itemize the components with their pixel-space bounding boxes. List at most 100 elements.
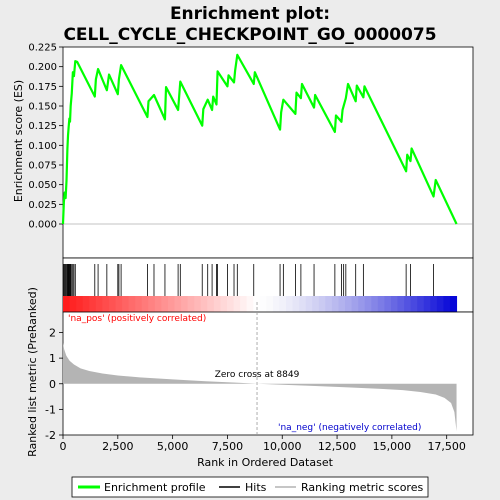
heatmap-segment <box>305 296 313 312</box>
heatmap-segment <box>174 296 182 312</box>
heatmap-segment <box>213 296 221 312</box>
x-tick-label: 0 <box>60 440 67 453</box>
heatmap-segment <box>397 296 405 312</box>
heatmap-segment <box>161 296 169 312</box>
heatmap-segment <box>423 296 431 312</box>
metric-area-path <box>63 342 457 432</box>
heatmap-segment <box>76 296 84 312</box>
legend-item-hits: Hits <box>245 481 267 494</box>
neg-label: 'na_neg' (negatively correlated) <box>278 423 421 433</box>
es-y-axis-label: Enrichment score (ES) <box>12 80 25 202</box>
heatmap-segment <box>449 296 458 312</box>
pos-label: 'na_pos' (positively correlated) <box>68 314 206 324</box>
es-y-axis: 0.000 0.025 0.050 0.075 0.100 0.125 0.150 0.175… <box>28 43 473 231</box>
heatmap-segment <box>410 296 418 312</box>
x-tick-label: 7,500 <box>212 440 244 453</box>
heatmap-segment <box>233 296 241 312</box>
heatmap-segment <box>377 296 385 312</box>
heatmap-segment <box>135 296 143 312</box>
chart-title-line1: Enrichment plot: <box>170 4 330 24</box>
x-tick-label: 2,500 <box>102 440 134 453</box>
heatmap-segment <box>181 296 189 312</box>
heatmap-segment <box>187 296 195 312</box>
x-tick-label: 15,000 <box>373 440 412 453</box>
metric-y-tick-label: 2 <box>49 327 56 340</box>
heatmap-segment <box>443 296 451 312</box>
heatmap-segment <box>364 296 372 312</box>
es-plot-area <box>62 46 474 259</box>
metric-y-tick-label: -2 <box>45 429 56 442</box>
legend-item-profile: Enrichment profile <box>104 481 206 494</box>
heatmap-segment <box>338 296 346 312</box>
heatmap-segment <box>259 296 267 312</box>
heatmap-segment <box>436 296 444 312</box>
es-y-tick-label: 0.150 <box>28 102 57 113</box>
heatmap-segment <box>207 296 215 312</box>
es-y-tick-label: 0.075 <box>28 161 57 172</box>
metric-y-tick-label: 0 <box>49 378 56 391</box>
heatmap-segment <box>128 296 136 312</box>
rank-heatmap-bar <box>63 296 458 312</box>
heatmap-segment <box>102 296 110 312</box>
heatmap-segment <box>122 296 130 312</box>
es-y-tick-label: 0.225 <box>28 43 57 54</box>
heatmap-segment <box>246 296 254 312</box>
es-y-tick-label: 0.200 <box>28 62 57 73</box>
heatmap-segment <box>358 296 366 312</box>
heatmap-segment <box>279 296 287 312</box>
heatmap-segment <box>272 296 280 312</box>
heatmap-segment <box>345 296 353 312</box>
legend-item-metric: Ranking metric scores <box>301 481 423 494</box>
heatmap-segment <box>417 296 425 312</box>
x-axis-label: Rank in Ordered Dataset <box>197 456 334 469</box>
chart-title-line2: CELL_CYCLE_CHECKPOINT_GO_0000075 <box>63 25 436 45</box>
heatmap-segment <box>194 296 202 312</box>
heatmap-segment <box>89 296 97 312</box>
heatmap-segment <box>299 296 307 312</box>
es-y-tick-label: 0.175 <box>28 82 57 93</box>
heatmap-segment <box>430 296 438 312</box>
metric-y-axis: -2 -1 0 1 2 <box>45 327 63 442</box>
es-profile-line <box>61 53 458 225</box>
heatmap-segment <box>325 296 333 312</box>
heatmap-segment <box>82 296 90 312</box>
heatmap-segment <box>220 296 228 312</box>
es-y-tick-label: 0.050 <box>28 180 57 191</box>
es-y-tick-label: 0.125 <box>28 121 57 132</box>
heatmap-segment <box>240 296 248 312</box>
metric-plot-area <box>62 311 474 436</box>
heatmap-segment <box>69 296 77 312</box>
x-tick-label: 5,000 <box>157 440 189 453</box>
x-tick-label: 10,000 <box>263 440 302 453</box>
heatmap-segment <box>404 296 412 312</box>
metric-x-axis: 0 2,500 5,000 7,500 10,000 12,500 15,000 17,500 <box>60 435 466 453</box>
heatmap-segment <box>154 296 162 312</box>
heatmap-segment <box>115 296 123 312</box>
metric-y-tick-label: 1 <box>49 352 56 365</box>
es-profile-polyline <box>61 53 458 225</box>
heatmap-segment <box>292 296 300 312</box>
heatmap-segment <box>318 296 326 312</box>
heatmap-segment <box>141 296 149 312</box>
ranking-metric-area <box>63 342 457 432</box>
heatmap-segment <box>266 296 274 312</box>
heatmap-segment <box>108 296 116 312</box>
hits-ticks <box>63 264 434 296</box>
heatmap-segment <box>384 296 392 312</box>
heatmap-segment <box>371 296 379 312</box>
legend-box <box>71 476 429 498</box>
heatmap-segment <box>331 296 339 312</box>
heatmap-segment <box>390 296 399 312</box>
heatmap-segment <box>351 296 359 312</box>
es-y-tick-label: 0.100 <box>28 141 57 152</box>
x-tick-label: 12,500 <box>318 440 357 453</box>
es-y-tick-label: 0.025 <box>28 200 57 211</box>
heatmap-segment <box>148 296 156 312</box>
heatmap-segment <box>95 296 103 312</box>
zero-cross-label: Zero cross at 8849 <box>215 370 300 380</box>
heatmap-segment <box>226 296 235 312</box>
metric-y-axis-label: Ranked list metric (PreRanked) <box>26 287 39 457</box>
heatmap-segment <box>63 296 71 312</box>
es-y-tick-label: 0.000 <box>28 220 57 231</box>
